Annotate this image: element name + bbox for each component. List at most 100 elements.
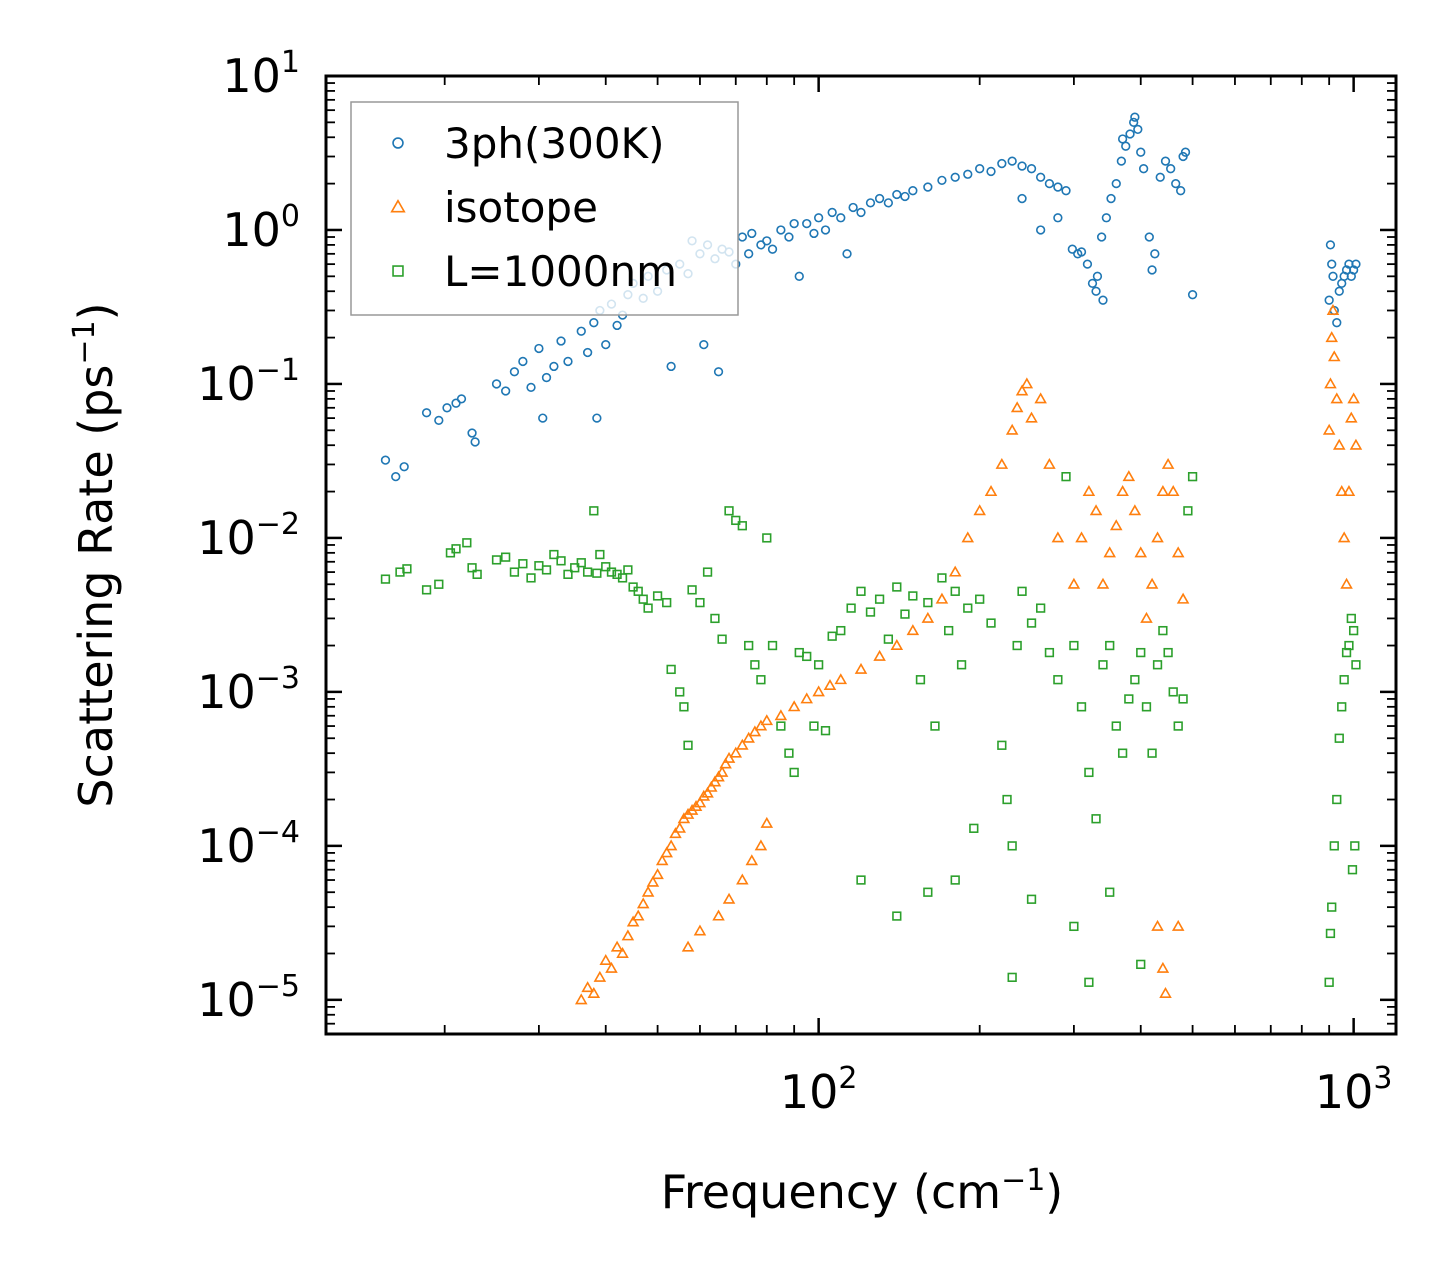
data-point (1111, 178, 1121, 189)
data-point (883, 198, 894, 208)
x-tick-label: 102 (780, 1061, 858, 1119)
data-point (380, 574, 391, 584)
data-point (767, 244, 778, 254)
data-point (892, 582, 902, 592)
data-point (944, 625, 954, 636)
data-point (702, 567, 713, 577)
data-point (1176, 592, 1190, 604)
data-point (1328, 271, 1338, 281)
data-point (1061, 186, 1071, 196)
data-point (813, 213, 824, 223)
data-point (986, 618, 996, 628)
data-point (950, 875, 960, 885)
data-point (1152, 660, 1163, 670)
data-point (802, 218, 812, 229)
data-point (589, 506, 599, 516)
data-point (1151, 919, 1164, 931)
data-point (762, 236, 772, 246)
data-point (380, 455, 391, 465)
data-point (695, 597, 705, 608)
data-point (1156, 485, 1170, 497)
data-point (776, 225, 786, 235)
data-point (1171, 919, 1185, 931)
series-2 (380, 471, 1361, 987)
data-point (641, 885, 655, 897)
major-ticks (326, 74, 1396, 1034)
data-point (865, 607, 876, 617)
data-point (774, 709, 788, 721)
data-point (1091, 286, 1101, 296)
data-point (1180, 147, 1191, 157)
y-axis-label: Scattering Rate (ps−1) (67, 302, 123, 807)
data-point (1168, 687, 1178, 697)
data-point (754, 719, 768, 731)
data-point (717, 634, 727, 644)
data-point (701, 786, 714, 798)
data-point (669, 827, 682, 839)
data-point (1155, 172, 1165, 182)
data-point (451, 544, 461, 554)
data-point (1025, 411, 1038, 423)
data-point (1116, 485, 1129, 497)
data-point (856, 875, 866, 885)
data-point (1147, 265, 1157, 275)
data-point (1133, 124, 1143, 135)
data-point (1017, 586, 1027, 596)
data-point (997, 158, 1007, 169)
data-point (1160, 156, 1171, 166)
data-point (1178, 694, 1188, 704)
data-point (1053, 182, 1063, 192)
data-point (1344, 640, 1354, 651)
data-point (442, 403, 452, 413)
data-point (651, 868, 664, 880)
data-point (906, 624, 920, 636)
data-point (1084, 977, 1094, 987)
y-tick-label: 10−4 (197, 815, 300, 873)
data-point (1076, 702, 1087, 712)
data-point (1130, 112, 1140, 122)
data-point (784, 748, 794, 758)
legend-marker-square (392, 265, 404, 277)
data-point (1339, 675, 1349, 685)
data-point (915, 675, 926, 685)
data-point (1002, 794, 1012, 805)
data-point (1136, 147, 1146, 157)
data-point (526, 573, 536, 583)
data-point (500, 386, 511, 396)
data-point (1012, 640, 1022, 651)
data-point (784, 232, 794, 242)
x-tick-labels: 102 103 (780, 1061, 1393, 1119)
data-point (556, 556, 566, 566)
data-point (652, 591, 663, 601)
data-point (538, 413, 548, 423)
data-point (1067, 244, 1077, 254)
x-axis-label-sup: −1 (1001, 1163, 1045, 1198)
data-point (534, 343, 544, 354)
data-point (1173, 721, 1183, 731)
data-point (1035, 603, 1046, 613)
data-point (969, 823, 979, 833)
data-point (518, 356, 528, 367)
data-point (750, 660, 760, 670)
data-point (1105, 887, 1115, 897)
legend-marker-circle (392, 137, 404, 149)
data-point (582, 347, 593, 358)
legend-label: L=1000nm (444, 247, 677, 296)
legend: 3ph(300K) isotope L=1000nm (350, 101, 739, 316)
data-point (683, 740, 693, 750)
data-point (587, 986, 601, 998)
data-point (846, 603, 856, 613)
data-point (1346, 613, 1356, 624)
data-point (1092, 271, 1103, 281)
data-point (1098, 295, 1108, 305)
data-point (737, 521, 747, 531)
data-point (592, 413, 602, 423)
data-point (601, 339, 611, 350)
data-point (1140, 611, 1153, 623)
data-point (812, 685, 825, 697)
data-point (1034, 392, 1047, 404)
data-point (1322, 423, 1336, 435)
data-point (705, 780, 718, 792)
data-point (1125, 129, 1135, 139)
data-point (643, 603, 653, 613)
